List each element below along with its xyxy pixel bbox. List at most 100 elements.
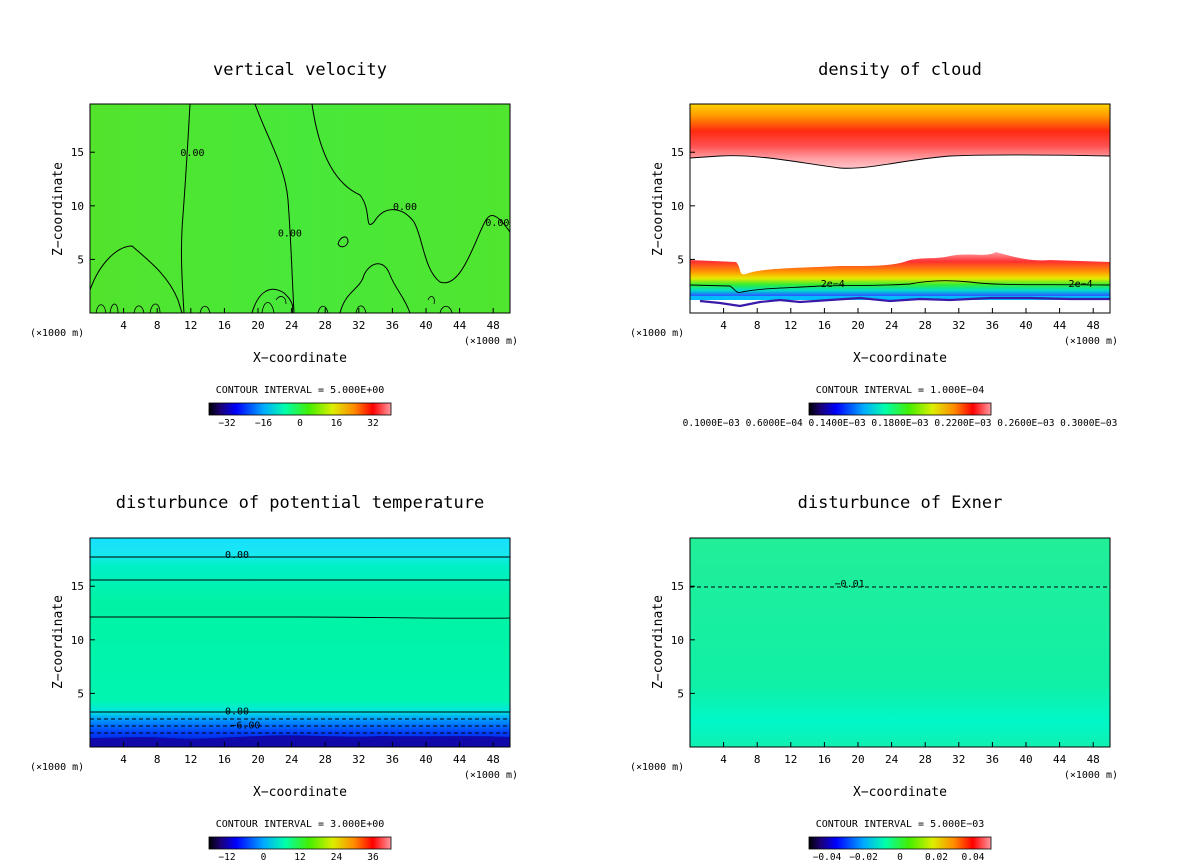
y-ticks: 5 10 15: [671, 146, 695, 266]
x-ticks: 4 8 12 16 20 24 28 32 36 40 44 48: [720, 308, 1100, 332]
x-tick-label: 8: [154, 319, 161, 332]
x-tick-label: 4: [720, 753, 727, 766]
x-unit-right: (×1000 m): [1064, 336, 1118, 347]
x-unit-right: (×1000 m): [1064, 770, 1118, 781]
contour-lines: [90, 556, 511, 713]
contour-labels: 0.00 0.00 −6.00: [225, 550, 261, 731]
contour-label: 0.00: [485, 218, 509, 229]
y-tick-label: 10: [71, 200, 84, 213]
plot-frame: [689, 537, 1111, 748]
y-tick-label: 5: [677, 253, 684, 266]
contour-label: 0.00: [393, 202, 417, 213]
chart-title: disturbunce of potential temperature: [116, 493, 484, 513]
x-tick-label: 8: [754, 753, 761, 766]
colorbar-label: −0.02: [849, 852, 878, 863]
y-axis-label: Z−coordinate: [51, 162, 66, 256]
x-tick-label: 44: [453, 753, 467, 766]
chart-title: disturbunce of Exner: [798, 493, 1003, 513]
colorbar: [808, 836, 992, 850]
colorbar-label: 0.1000E−03 0.6000E−04 0.1400E−03 0.1800E…: [683, 418, 1118, 429]
contour-label: −6.00: [230, 720, 260, 731]
ground-dark-layer: [90, 735, 510, 747]
contour-noise-near-ground: [95, 296, 453, 314]
x-tick-label: 12: [784, 319, 797, 332]
x-tick-label: 8: [154, 753, 161, 766]
x-tick-label: 36: [386, 319, 399, 332]
x-tick-label: 44: [1053, 319, 1067, 332]
x-tick-label: 16: [218, 319, 231, 332]
y-tick-label: 5: [677, 687, 684, 700]
colorbar-label: 0: [897, 852, 903, 863]
x-axis-label: X−coordinate: [253, 351, 347, 366]
x-unit-right: (×1000 m): [464, 336, 518, 347]
x-tick-label: 16: [818, 319, 831, 332]
x-tick-label: 40: [419, 753, 432, 766]
x-tick-label: 4: [120, 319, 127, 332]
clear-ground-layer: [690, 300, 1110, 313]
y-tick-label: 10: [671, 200, 684, 213]
upper-cloud-layer: [690, 104, 1110, 169]
x-tick-label: 12: [784, 753, 797, 766]
contour-labels: −0.01: [835, 579, 865, 590]
colorbar-label: −16: [255, 418, 272, 429]
x-tick-label: 24: [285, 753, 299, 766]
panel-vertical-velocity: vertical velocity 4 8 12 16 20 24 28 32 36 40 44 48: [30, 60, 518, 429]
lower-cloud-layer: [690, 252, 1110, 300]
x-axis-label: X−coordinate: [253, 785, 347, 800]
y-axis-label: Z−coordinate: [51, 595, 66, 689]
contour-label: 2e−4: [1069, 279, 1093, 290]
y-tick-label: 10: [71, 634, 84, 647]
colorbar-label: 16: [331, 418, 343, 429]
colorbar-labels: 0.1000E−03 0.6000E−04 0.1400E−03 0.1800E…: [683, 418, 1118, 429]
x-tick-label: 44: [453, 319, 467, 332]
y-ticks: 5 10 15: [671, 580, 695, 700]
x-tick-label: 48: [487, 753, 500, 766]
x-tick-label: 12: [184, 753, 197, 766]
x-tick-label: 48: [1087, 319, 1100, 332]
contour-interval: CONTOUR INTERVAL = 5.000E+00: [216, 385, 385, 396]
x-tick-label: 32: [352, 753, 365, 766]
y-tick-label: 15: [671, 580, 684, 593]
x-tick-label: 48: [487, 319, 500, 332]
x-unit-right: (×1000 m): [464, 770, 518, 781]
colorbar-label: 0.02: [925, 852, 948, 863]
contour-label: 0.00: [225, 707, 249, 718]
x-ticks: 4 8 12 16 20 24 28 32 36 40 44 48: [120, 308, 500, 332]
contour-labels: 0.00 0.00 0.00 0.00: [180, 148, 509, 240]
x-tick-label: 48: [1087, 753, 1100, 766]
y-axis-label: Z−coordinate: [651, 162, 666, 256]
x-tick-label: 40: [1019, 319, 1032, 332]
chart-title: vertical velocity: [213, 60, 387, 80]
x-tick-label: 20: [851, 753, 864, 766]
plot-field: [90, 538, 510, 747]
colorbar-label: 0.04: [962, 852, 985, 863]
y-tick-label: 15: [71, 146, 84, 159]
plot-frame: [689, 103, 1111, 314]
contour-interval: CONTOUR INTERVAL = 1.000E−04: [816, 385, 985, 396]
contour-label: 0.00: [278, 229, 302, 240]
x-tick-label: 36: [986, 319, 999, 332]
colorbar-label: −32: [218, 418, 235, 429]
x-tick-label: 32: [952, 753, 965, 766]
x-axis-label: X−coordinate: [853, 351, 947, 366]
plot-frame: [89, 537, 511, 748]
x-tick-label: 44: [1053, 753, 1067, 766]
x-tick-label: 20: [251, 753, 264, 766]
x-tick-label: 36: [986, 753, 999, 766]
colorbar-label: 32: [367, 418, 378, 429]
x-tick-label: 8: [754, 319, 761, 332]
colorbar: [208, 402, 392, 416]
panel-density-of-cloud: density of cloud 4 8 12 16 20 24 28 32 36 40 44 48 …: [630, 60, 1118, 429]
contour-label: 2e−4: [821, 279, 845, 290]
x-tick-label: 4: [120, 753, 127, 766]
contour-labels: 2e−4 2e−4: [821, 279, 1093, 290]
x-axis-label: X−coordinate: [853, 785, 947, 800]
x-ticks: 4 8 12 16 20 24 28 32 36 40 44 48: [120, 742, 500, 766]
colorbar-labels: −32 −16 0 16 32: [218, 418, 378, 429]
colorbar-labels: −0.04 −0.02 0 0.02 0.04: [813, 852, 985, 863]
plot-field: [90, 104, 510, 313]
x-tick-label: 4: [720, 319, 727, 332]
colorbar-label: 36: [367, 852, 379, 863]
